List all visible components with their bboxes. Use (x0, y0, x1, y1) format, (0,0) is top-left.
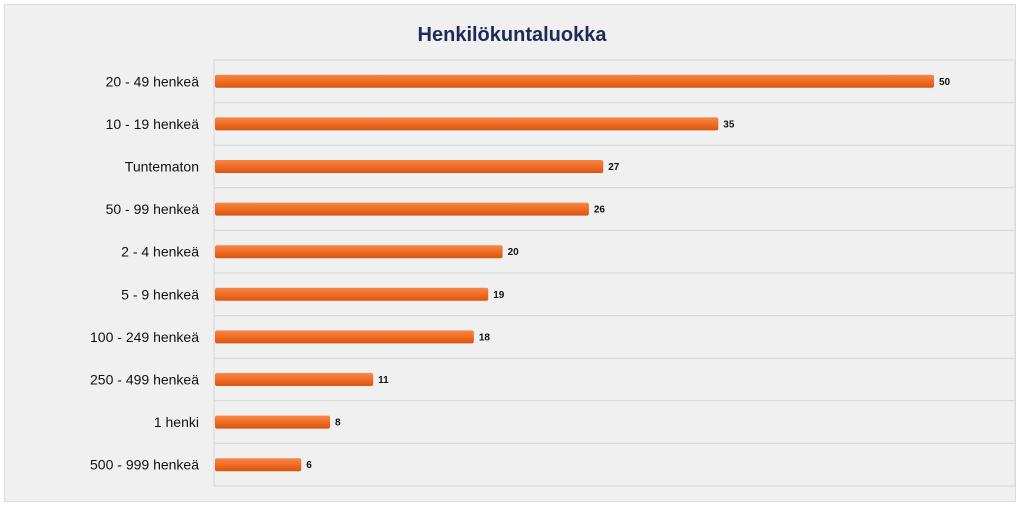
category-label: 100 - 249 henkeä (90, 329, 199, 345)
category-label: 1 henki (154, 414, 199, 430)
data-label: 26 (594, 205, 606, 216)
data-label: 19 (493, 290, 505, 301)
bar (215, 117, 719, 131)
plot-area: 20 - 49 henkeä 50 10 - 19 henkeä 35 Tuntemat… (90, 59, 1016, 487)
bar (215, 287, 489, 301)
category-label: 2 - 4 henkeä (121, 244, 199, 260)
data-label: 8 (335, 418, 341, 429)
bar (215, 202, 589, 216)
data-label: 6 (306, 460, 312, 471)
category-label: Tuntematon (125, 159, 199, 175)
chart-title: Henkilökuntaluokka (417, 24, 607, 46)
bar (215, 415, 331, 429)
bar (215, 160, 604, 173)
data-label: 20 (508, 247, 520, 258)
category-label: 50 - 99 henkeä (106, 201, 200, 217)
data-label: 11 (378, 375, 389, 386)
category-label: 5 - 9 henkeä (121, 286, 199, 302)
data-label: 27 (608, 162, 620, 173)
category-label: 500 - 999 henkeä (90, 457, 199, 473)
data-label: 18 (479, 332, 491, 343)
bar (215, 458, 302, 472)
data-label: 35 (723, 119, 735, 130)
data-label: 50 (939, 77, 951, 88)
bar (215, 74, 934, 88)
category-label: 250 - 499 henkeä (90, 372, 199, 388)
category-label: 20 - 49 henkeä (106, 73, 200, 89)
category-label: 10 - 19 henkeä (106, 116, 200, 132)
bar (215, 373, 374, 386)
bar (215, 245, 503, 259)
bar (215, 330, 474, 344)
